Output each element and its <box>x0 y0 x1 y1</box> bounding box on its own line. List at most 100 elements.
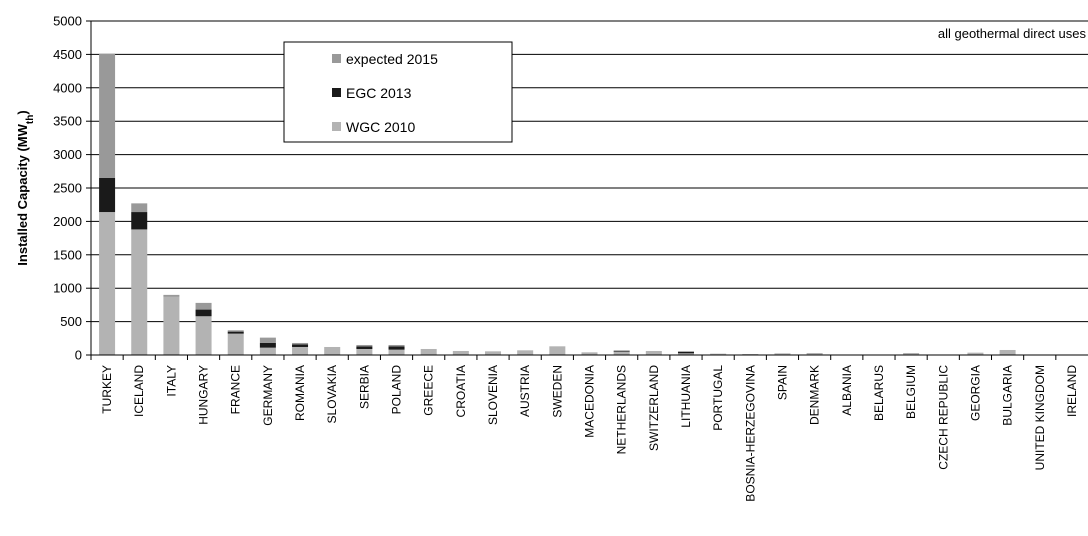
x-tick-label: SWITZERLAND <box>647 365 661 451</box>
x-tick-label: POLAND <box>390 365 404 415</box>
bar-expected-2015-italy <box>163 294 180 297</box>
x-tick-label: BELARUS <box>872 365 886 421</box>
bar-wgc-2010-portugal <box>710 353 727 355</box>
bar-expected-2015-poland <box>388 344 405 347</box>
x-tick-label: AUSTRIA <box>518 365 532 417</box>
bar-expected-2015-hungary <box>195 302 212 310</box>
x-tick-label: GREECE <box>422 365 436 416</box>
bar-egc-2013-turkey <box>99 177 116 213</box>
bar-wgc-2010-france <box>227 333 244 355</box>
bar-expected-2015-serbia <box>356 344 373 347</box>
legend-label-expected-2015: expected 2015 <box>346 51 438 67</box>
x-tick-label: PORTUGAL <box>711 365 725 431</box>
axes <box>90 21 1088 360</box>
bar-expected-2015-france <box>227 330 244 332</box>
bar-wgc-2010-spain <box>774 353 791 355</box>
bar-egc-2013-poland <box>388 346 405 350</box>
x-tick-label: ITALY <box>164 365 178 397</box>
gridlines <box>91 20 1088 323</box>
bar-wgc-2010-denmark <box>806 352 823 355</box>
x-tick-label: GERMANY <box>261 365 275 426</box>
bars <box>99 53 1080 356</box>
y-tick-label: 3000 <box>53 147 82 162</box>
x-tick-label: GEORGIA <box>968 365 982 421</box>
bar-wgc-2010-austria <box>517 350 534 355</box>
bar-egc-2013-germany <box>259 342 276 348</box>
bar-expected-2015-netherlands <box>613 350 630 352</box>
bar-egc-2013-netherlands <box>613 351 630 352</box>
x-tick-label: ALBANIA <box>840 365 854 416</box>
bar-egc-2013-romania <box>292 344 309 347</box>
x-tick-label: CROATIA <box>454 365 468 417</box>
x-tick-label: SLOVENIA <box>486 365 500 425</box>
y-tick-label: 1000 <box>53 281 82 296</box>
bar-wgc-2010-greece <box>420 348 437 355</box>
legend-swatch-expected-2015 <box>332 54 341 63</box>
bar-wgc-2010-poland <box>388 349 405 355</box>
y-axis-label: Installed Capacity (MWth) <box>15 110 36 265</box>
x-tick-label: NETHERLANDS <box>615 365 629 454</box>
bar-wgc-2010-slovakia <box>324 346 341 355</box>
bar-wgc-2010-switzerland <box>645 350 662 355</box>
x-tick-label: TURKEY <box>100 365 114 414</box>
y-tick-label: 4500 <box>53 47 82 62</box>
bar-wgc-2010-serbia <box>356 348 373 355</box>
legend-box <box>283 41 513 143</box>
bar-wgc-2010-italy <box>163 296 180 355</box>
bar-expected-2015-romania <box>292 342 309 345</box>
x-tick-label: SLOVAKIA <box>325 365 339 423</box>
bar-wgc-2010-hungary <box>195 316 212 355</box>
x-tick-label: BULGARIA <box>1001 365 1015 426</box>
bar-wgc-2010-slovenia <box>485 351 502 355</box>
y-tick-label: 4000 <box>53 80 82 95</box>
legend-label-egc-2013: EGC 2013 <box>346 85 412 101</box>
y-tick-label: 3500 <box>53 114 82 129</box>
x-tick-label: UNITED KINGDOM <box>1033 365 1047 470</box>
bar-egc-2013-france <box>227 331 244 334</box>
bar-wgc-2010-macedonia <box>581 352 598 355</box>
bar-egc-2013-iceland <box>131 212 148 230</box>
bar-wgc-2010-sweden <box>549 346 566 355</box>
bar-wgc-2010-croatia <box>452 350 469 355</box>
x-tick-label: CZECH REPUBLIC <box>936 365 950 470</box>
x-tick-label: BELGIUM <box>904 365 918 419</box>
bar-egc-2013-hungary <box>195 309 212 317</box>
y-tick-label: 500 <box>60 314 82 329</box>
bar-egc-2013-lithuania <box>677 351 694 354</box>
y-tick-label: 2000 <box>53 214 82 229</box>
bar-wgc-2010-germany <box>259 347 276 355</box>
y-axis-ticks: 0 500 1000 1500 2000 2500 3000 3500 4000 4500 5000 <box>53 14 91 363</box>
legend: expected 2015 EGC 2013 WGC 2010 <box>283 41 513 143</box>
x-tick-label: BOSNIA-HERZEGOVINA <box>743 365 757 502</box>
x-tick-label: DENMARK <box>808 365 822 425</box>
bar-wgc-2010-belgium <box>903 352 920 355</box>
legend-swatch-wgc-2010 <box>332 122 341 131</box>
bar-wgc-2010-iceland <box>131 229 148 355</box>
x-tick-label: IRELAND <box>1065 365 1079 417</box>
bar-wgc-2010-turkey <box>99 212 116 355</box>
x-tick-label: HUNGARY <box>197 365 211 425</box>
bar-wgc-2010-bosnia-herzegovina <box>742 353 759 355</box>
y-tick-label: 5000 <box>53 14 82 29</box>
y-tick-label: 0 <box>75 348 82 363</box>
chart-annotation: all geothermal direct uses <box>938 26 1087 41</box>
x-axis-labels: TURKEY ICELAND ITALY HUNGARY FRANCE GERMANY RO… <box>100 365 1079 502</box>
x-tick-label: SPAIN <box>775 365 789 400</box>
bar-wgc-2010-romania <box>292 346 309 355</box>
x-tick-label: SERBIA <box>357 365 371 409</box>
bar-expected-2015-germany <box>259 337 276 343</box>
y-tick-label: 1500 <box>53 247 82 262</box>
legend-label-wgc-2010: WGC 2010 <box>346 119 415 135</box>
bar-expected-2015-turkey <box>99 53 116 178</box>
x-tick-label: ICELAND <box>132 365 146 417</box>
bar-wgc-2010-georgia <box>967 352 984 355</box>
legend-swatch-egc-2013 <box>332 88 341 97</box>
y-tick-label: 2500 <box>53 181 82 196</box>
x-tick-label: MACEDONIA <box>583 365 597 438</box>
bar-egc-2013-serbia <box>356 346 373 349</box>
bar-wgc-2010-netherlands <box>613 351 630 355</box>
x-tick-label: SWEDEN <box>550 365 564 418</box>
bar-wgc-2010-bulgaria <box>999 349 1016 355</box>
bar-wgc-2010-lithuania <box>677 353 694 355</box>
